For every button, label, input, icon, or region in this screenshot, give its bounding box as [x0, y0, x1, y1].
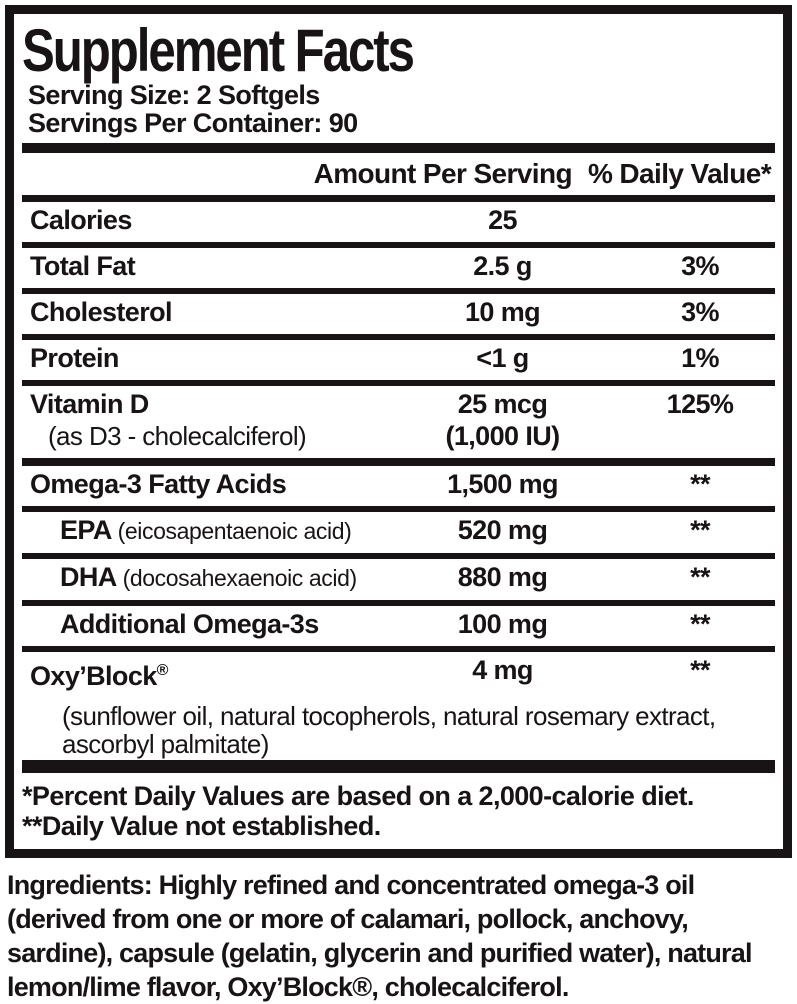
nutrient-name-note: (eicosapentaenoic acid)	[117, 518, 352, 544]
serving-size: Serving Size: 2 Softgels	[28, 80, 320, 110]
nutrient-name: Additional Omega-3s	[60, 609, 319, 639]
divider	[22, 242, 775, 248]
nutrient-dv: **	[690, 469, 710, 499]
nutrient-amount: 100 mg	[457, 609, 548, 639]
nutrient-dv: 3%	[681, 297, 719, 327]
registered-trademark-symbol: ®	[156, 662, 169, 679]
nutrient-name: Protein	[30, 343, 119, 373]
supplement-facts-panel: Supplement Facts Serving Size: 2 Softgel…	[5, 5, 792, 858]
nutrient-amount: 10 mg	[464, 297, 541, 327]
divider	[22, 380, 775, 386]
nutrient-amount: 520 mg	[457, 515, 548, 545]
servings-per-container: Servings Per Container: 90	[28, 108, 358, 138]
table-row-oxyblock: Oxy’Block® 4 mg **	[22, 652, 775, 698]
nutrient-dv: **	[690, 562, 710, 592]
table-row-protein: Protein <1 g 1%	[22, 340, 775, 380]
nutrient-amount: <1 g	[476, 343, 529, 373]
nutrient-amount-main: 25 mcg	[457, 389, 548, 419]
divider	[22, 553, 775, 559]
divider-thick-bottom	[22, 760, 775, 773]
nutrient-name: DHA (docosahexaenoic acid)	[30, 564, 380, 592]
table-row-total-fat: Total Fat 2.5 g 3%	[22, 248, 775, 288]
table-row-vitamin-d: Vitamin D (as D3 - cholecalciferol) 25 m…	[22, 386, 775, 458]
nutrient-name: Oxy’Block®	[30, 657, 380, 690]
nutrient-dv: **	[690, 609, 710, 639]
divider	[22, 600, 775, 606]
table-row-omega3: Omega-3 Fatty Acids 1,500 mg **	[22, 466, 775, 506]
divider	[22, 195, 775, 202]
divider-section	[22, 458, 775, 466]
divider-thick-top	[22, 143, 775, 153]
nutrient-dv: **	[690, 655, 710, 685]
nutrient-dv: **	[690, 515, 710, 545]
nutrient-dv: 125%	[666, 389, 734, 419]
nutrient-amount: 880 mg	[457, 562, 548, 592]
ingredients-paragraph: Ingredients: Highly refined and concentr…	[7, 870, 752, 1002]
nutrient-name: EPA (eicosapentaenoic acid)	[30, 517, 380, 545]
footnote-dv-not-established: **Daily Value not established.	[22, 811, 381, 841]
nutrient-amount: 25 mcg (1,000 IU)	[380, 391, 625, 450]
nutrient-name: Omega-3 Fatty Acids	[30, 469, 287, 499]
oxyblock-ingredients-note: (sunflower oil, natural tocopherols, nat…	[62, 701, 716, 759]
nutrient-name: Total Fat	[30, 251, 136, 281]
divider	[22, 506, 775, 512]
table-row-cholesterol: Cholesterol 10 mg 3%	[22, 294, 775, 334]
amount-per-serving-header: Amount Per Serving	[313, 158, 573, 189]
nutrient-name-main: Vitamin D	[30, 389, 149, 419]
nutrient-dv: 1%	[681, 343, 719, 373]
nutrient-name: Calories	[30, 205, 132, 235]
divider	[22, 646, 775, 652]
table-row-calories: Calories 25	[22, 202, 775, 242]
footnotes: *Percent Daily Values are based on a 2,0…	[22, 773, 775, 841]
column-header-row: Amount Per Serving % Daily Value*	[22, 153, 775, 195]
table-row-dha: DHA (docosahexaenoic acid) 880 mg **	[22, 559, 775, 600]
nutrient-name: Vitamin D (as D3 - cholecalciferol)	[30, 391, 380, 450]
nutrient-name-main: EPA	[60, 515, 111, 545]
nutrient-dv: 3%	[681, 251, 719, 281]
nutrient-dv	[625, 207, 775, 234]
nutrient-amount-sub: (1,000 IU)	[445, 421, 560, 451]
nutrient-amount: 25	[488, 205, 517, 235]
nutrient-name: Cholesterol	[30, 297, 173, 327]
nutrient-amount: 1,500 mg	[447, 469, 558, 499]
table-row-epa: EPA (eicosapentaenoic acid) 520 mg **	[22, 512, 775, 553]
footnote-daily-values: *Percent Daily Values are based on a 2,0…	[22, 781, 694, 811]
nutrient-amount: 2.5 g	[473, 251, 532, 281]
divider	[22, 334, 775, 340]
nutrient-name-main: DHA	[60, 562, 116, 592]
nutrient-name-main: Oxy’Block	[30, 661, 157, 691]
nutrient-name-sub: (as D3 - cholecalciferol)	[48, 421, 307, 451]
nutrient-amount: 4 mg	[472, 655, 533, 685]
panel-title: Supplement Facts	[22, 17, 415, 84]
nutrient-name-note: (docosahexaenoic acid)	[122, 565, 358, 591]
percent-daily-value-header: % Daily Value*	[587, 158, 772, 189]
divider	[22, 288, 775, 294]
table-row-additional-omega3s: Additional Omega-3s 100 mg **	[22, 606, 775, 646]
